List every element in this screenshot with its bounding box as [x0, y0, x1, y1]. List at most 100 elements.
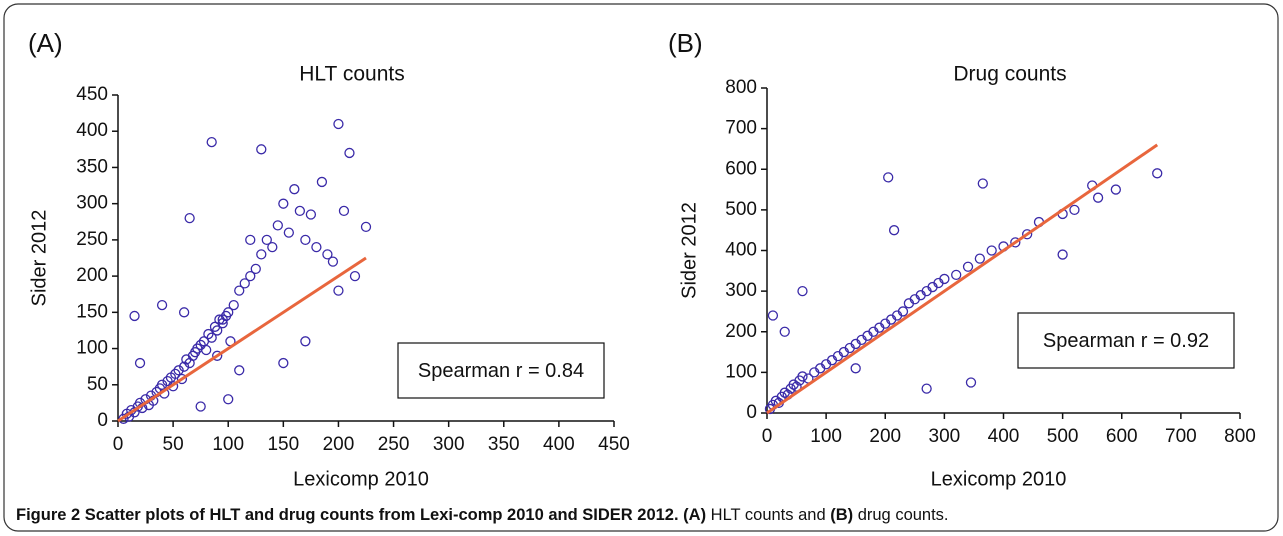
y-tick-label: 250	[76, 229, 108, 250]
scatter-point	[256, 144, 267, 155]
scatter-point	[234, 285, 245, 296]
scatter-point	[176, 373, 188, 385]
x-tick-label: 600	[1106, 426, 1138, 447]
x-tick-label: 300	[929, 426, 961, 447]
x-tick-label: 0	[762, 426, 773, 447]
scatter-point	[767, 310, 779, 321]
y-tick-label: 400	[725, 240, 757, 261]
caption-part: (A)	[679, 506, 707, 524]
caption-part: (B)	[830, 506, 853, 524]
scatter-point	[921, 383, 932, 394]
scatter-point	[283, 227, 294, 238]
y-tick-label: 450	[76, 84, 108, 105]
scatter-point	[173, 365, 184, 376]
annotation-box	[1017, 312, 1235, 369]
scatter-point	[134, 357, 146, 369]
chart-title: HLT counts	[299, 63, 404, 86]
x-tick-label: 500	[1047, 426, 1079, 447]
chart: (B) Drug counts Lexicomp 2010 Sider 2012 0 10…	[668, 28, 1256, 490]
y-tick-label: 100	[725, 361, 757, 382]
scatter-point	[951, 269, 962, 281]
scatter-point	[779, 326, 790, 337]
scatter-point	[1152, 168, 1163, 179]
scatter-point	[289, 184, 300, 195]
y-tick-label: 50	[87, 374, 108, 395]
y-tick-label: 400	[76, 120, 108, 141]
x-tick-label: 800	[1224, 426, 1256, 447]
scatter-point	[888, 225, 900, 236]
scatter-point	[333, 118, 344, 130]
scatter-point	[245, 234, 256, 246]
annotation: Spearman r = 0.92	[1043, 330, 1209, 352]
scatter-point	[360, 221, 372, 232]
x-tick-label: 100	[212, 434, 244, 455]
scatter-point	[344, 147, 355, 159]
caption: Figure 2 Scatter plots of HLT and drug c…	[16, 506, 949, 524]
scatter-point	[1110, 184, 1121, 195]
annotation: Spearman r = 0.84	[418, 360, 584, 382]
chart: (A) HLT counts Lexicomp 2010 Sider 2012 0 50 1…	[28, 28, 630, 490]
x-tick-label: 200	[869, 426, 901, 447]
scatter-point	[294, 205, 306, 217]
y-tick-label: 150	[76, 301, 108, 322]
scatter-point	[883, 172, 894, 183]
scatter-point	[322, 249, 333, 260]
x-tick-label: 50	[163, 434, 184, 455]
y-tick-label: 300	[76, 193, 108, 214]
scatter-point	[965, 377, 977, 388]
scatter-point	[250, 263, 261, 275]
scatter-point	[206, 136, 217, 148]
scatter-point	[1092, 192, 1104, 203]
caption-part: Figure 2 Scatter plots of HLT and drug c…	[16, 506, 679, 524]
y-tick-label: 0	[746, 402, 757, 423]
y-axis-label: Sider 2012	[28, 210, 50, 307]
scatter-point	[974, 253, 985, 264]
scatter-point	[977, 178, 988, 189]
x-tick-label: 250	[378, 434, 410, 455]
scatter-point	[311, 241, 322, 253]
scatter-point	[338, 205, 350, 217]
scatter-point	[278, 198, 289, 209]
x-tick-label: 300	[433, 434, 465, 455]
scatter-point	[1069, 204, 1080, 216]
x-tick-label: 700	[1165, 426, 1197, 447]
scatter-point	[267, 241, 278, 253]
x-axis-label: Lexicomp 2010	[293, 468, 429, 490]
scatter-point	[797, 371, 808, 382]
scatter-point	[203, 328, 214, 340]
x-tick-label: 400	[988, 426, 1020, 447]
scatter-point	[178, 307, 190, 318]
scatter-point	[1057, 249, 1068, 260]
scatter-point	[962, 261, 974, 272]
x-tick-label: 200	[323, 434, 355, 455]
y-tick-label: 800	[725, 77, 757, 98]
figure-border	[3, 3, 1279, 532]
annotation-box	[397, 342, 605, 399]
x-tick-label: 400	[543, 434, 575, 455]
caption-part: drug counts.	[853, 506, 948, 524]
scatter-point	[1022, 229, 1033, 240]
y-tick-label: 700	[725, 118, 757, 139]
scatter-point	[327, 256, 339, 267]
y-tick-label: 0	[97, 410, 108, 431]
scatter-point	[272, 220, 283, 231]
x-tick-label: 350	[488, 434, 520, 455]
scatter-point	[195, 401, 206, 412]
x-tick-label: 450	[598, 434, 630, 455]
panel-label: (A)	[28, 28, 63, 58]
caption-part: HLT counts and	[706, 506, 830, 524]
scatter-point	[245, 270, 256, 282]
scatter-point	[316, 176, 328, 188]
scatter-point	[939, 273, 950, 285]
y-tick-label: 100	[76, 338, 108, 359]
scatter-point	[239, 278, 250, 289]
scatter-point	[212, 350, 223, 361]
x-tick-label: 100	[810, 426, 842, 447]
scatter-point	[206, 332, 217, 343]
scatter-point	[349, 270, 361, 282]
scatter-point	[897, 306, 909, 317]
x-tick-label: 0	[113, 434, 124, 455]
y-tick-label: 200	[76, 265, 108, 286]
scatter-point	[156, 299, 168, 311]
